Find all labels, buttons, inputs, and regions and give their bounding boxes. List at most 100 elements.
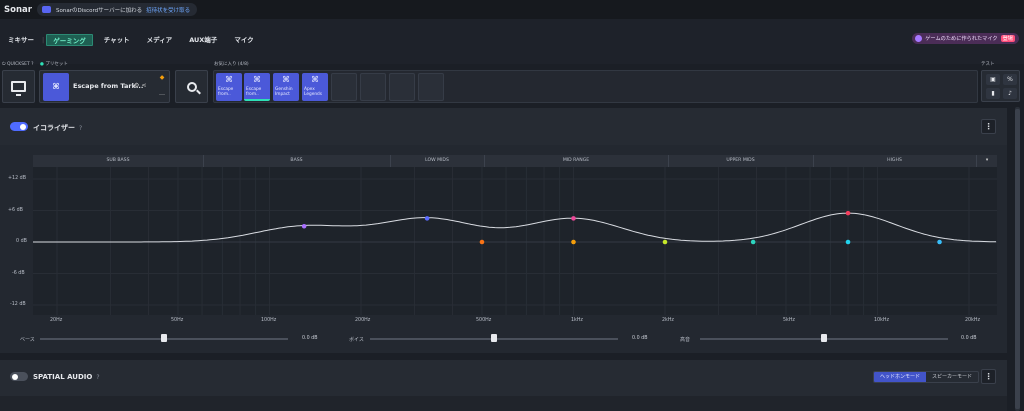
more-icon[interactable]: … — [159, 90, 165, 97]
tarkov-logo-icon: ⌘ — [52, 82, 60, 91]
tab-mic[interactable]: マイク — [234, 36, 254, 44]
game-logo-icon: ⌘ — [253, 75, 261, 84]
discord-text: SonarのDiscordサーバーに加わる — [56, 7, 143, 14]
title-bar: Sonar SonarのDiscordサーバーに加わる 招待状を受け取る — [0, 0, 1024, 19]
db-tick: -12 dB — [10, 302, 26, 307]
eq-band-point[interactable] — [845, 210, 851, 216]
empty-favorite-slot[interactable] — [418, 73, 444, 101]
app-title: Sonar — [4, 4, 32, 15]
equalizer-toggle[interactable] — [10, 122, 28, 131]
discord-banner[interactable]: SonarのDiscordサーバーに加わる 招待状を受け取る — [37, 3, 198, 16]
game-logo-icon: ⌘ — [282, 75, 290, 84]
favorite-tile-selected[interactable]: ⌘ Escape from.. — [244, 73, 270, 101]
treble-slider-handle[interactable] — [821, 334, 827, 342]
band-highs: HIGHS — [887, 158, 902, 163]
hz-tick: 500Hz — [476, 318, 492, 323]
spatial-audio-title: SPATIAL AUDIO? — [33, 373, 100, 381]
voice-slider-handle[interactable] — [491, 334, 497, 342]
db-tick: +6 dB — [8, 208, 23, 213]
eq-band-point[interactable] — [479, 239, 485, 245]
trash-icon[interactable]: ▮ — [986, 88, 1000, 99]
promo-banner[interactable]: ゲームのために作られたマイク 登場 — [912, 33, 1019, 44]
eq-graph[interactable] — [33, 167, 997, 315]
band-mid-range: MID RANGE — [562, 158, 590, 163]
game-logo-icon: ⌘ — [225, 75, 233, 84]
nav-separator: | — [42, 36, 45, 44]
preset-name: Escape from Tark... — [73, 82, 144, 90]
bass-slider-handle[interactable] — [161, 334, 167, 342]
band-low-mids: LOW MIDS — [425, 158, 449, 163]
nav-tabs: ミキサー | ゲーミング チャット メディア AUX端子 マイク — [0, 33, 260, 47]
eq-band-point[interactable] — [424, 216, 430, 221]
hz-tick: 2kHz — [662, 318, 674, 323]
power-icon: ⏻ — [2, 62, 7, 67]
tab-media[interactable]: メディア — [146, 36, 173, 44]
scrollbar[interactable] — [1015, 107, 1020, 411]
spatial-menu-icon[interactable]: ⋮ — [981, 369, 996, 384]
headphone-mode-button[interactable]: ヘッドホンモード — [874, 372, 927, 382]
link-icon[interactable]: % — [1003, 74, 1017, 85]
empty-favorite-slot[interactable] — [331, 73, 357, 101]
eq-band-point[interactable] — [571, 216, 576, 221]
tab-aux[interactable]: AUX端子 — [189, 36, 218, 44]
spatial-audio-toggle[interactable] — [10, 372, 28, 381]
dot-icon: ● — [40, 62, 46, 67]
preset-label: ● プリセット — [40, 62, 68, 67]
db-tick: +12 dB — [8, 176, 26, 181]
eq-band-header: SUB BASS BASS LOW MIDS MID RANGE UPPER M… — [33, 155, 997, 167]
favorite-tile[interactable]: ⌘ Genshin Impact — [273, 73, 299, 101]
test-label: テスト — [981, 62, 995, 67]
game-logo-icon: ⌘ — [311, 75, 319, 84]
equalizer-menu-icon[interactable]: ⋮ — [981, 119, 996, 134]
settings-icon[interactable]: ⚙ — [134, 82, 140, 89]
gamepad-icon[interactable]: ▣ — [986, 74, 1000, 85]
test-panel: ▣ % ▮ ♪ — [981, 70, 1020, 102]
band-sub-bass: SUB BASS — [106, 158, 130, 163]
eq-band-point[interactable] — [662, 239, 668, 245]
favorite-star-icon[interactable]: ◆ — [159, 74, 165, 81]
music-note-icon[interactable]: ♪ — [1003, 88, 1017, 99]
discord-icon — [42, 6, 51, 13]
speaker-mode-button[interactable]: スピーカーモード — [932, 374, 973, 380]
eq-curve — [33, 212, 997, 243]
empty-favorite-slot[interactable] — [389, 73, 415, 101]
preset-game-tile: ⌘ — [43, 73, 69, 101]
eq-curve-svg[interactable] — [33, 167, 997, 315]
eq-band-point[interactable] — [301, 223, 307, 229]
mic-promo-icon — [915, 35, 923, 42]
discord-invite-link[interactable]: 招待状を受け取る — [146, 7, 191, 14]
favorite-tile[interactable]: ⌘ Escape from.. — [216, 73, 242, 101]
search-button[interactable] — [175, 70, 208, 103]
tab-mixer[interactable]: ミキサー — [8, 36, 34, 44]
spatial-content-area — [0, 396, 1007, 411]
nav-bar: ミキサー | ゲーミング チャット メディア AUX端子 マイク ゲームのために… — [0, 19, 1024, 64]
quickset-label: ⏻ QUICKSET ? — [2, 62, 34, 67]
hz-tick: 10kHz — [874, 318, 890, 323]
spatial-mode-switch: ヘッドホンモード スピーカーモード — [873, 371, 980, 383]
preset-actions: ⚙ ⋖ — [134, 82, 146, 89]
bass-slider-value: 0.0 dB — [302, 336, 318, 341]
band-dropdown-icon[interactable]: ▾ — [985, 158, 989, 163]
favorites-row: ⌘ Escape from.. ⌘ Escape from.. ⌘ Genshin I… — [213, 70, 978, 103]
hz-tick: 1kHz — [571, 318, 583, 323]
empty-favorite-slot[interactable] — [360, 73, 386, 101]
spatial-audio-panel: SPATIAL AUDIO? ⋮ — [0, 360, 1007, 411]
tab-gaming[interactable]: ゲーミング — [46, 34, 93, 46]
eq-band-point[interactable] — [845, 239, 851, 245]
share-icon[interactable]: ⋖ — [141, 82, 147, 89]
tab-chat[interactable]: チャット — [103, 36, 130, 44]
band-upper-mids: UPPER MIDS — [726, 158, 755, 163]
treble-slider-label: 高音 — [680, 337, 691, 343]
band-bass: BASS — [290, 158, 303, 163]
eq-band-point[interactable] — [571, 239, 576, 245]
scrollbar-thumb[interactable] — [1015, 109, 1020, 409]
treble-slider-value: 0.0 dB — [961, 336, 977, 341]
eq-band-point[interactable] — [937, 239, 942, 245]
bass-slider-label: ベース — [20, 337, 35, 343]
promo-badge: 登場 — [1000, 35, 1015, 42]
eq-band-point[interactable] — [750, 239, 756, 245]
quickset-button[interactable] — [2, 70, 35, 103]
favorite-tile[interactable]: ⌘ Apex Legends — [302, 73, 328, 101]
equalizer-header: イコライザー? ⋮ — [0, 108, 1007, 145]
preset-selector[interactable]: ⌘ Escape from Tark... ⚙ ⋖ ◆ … — [39, 70, 170, 103]
